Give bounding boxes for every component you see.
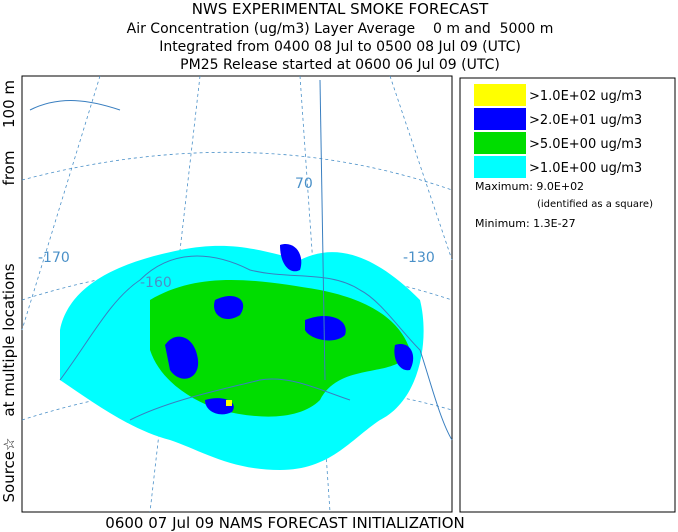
- side-label: Source☆: [0, 438, 18, 503]
- legend-swatch: [474, 132, 526, 154]
- subtitle: Air Concentration (ug/m3) Layer Average …: [127, 21, 554, 37]
- legend: Maximum: 9.0E+02 (identified as a square…: [459, 77, 676, 513]
- legend-swatch: [474, 156, 526, 178]
- side-label: 100 m: [0, 80, 18, 128]
- side-label: at multiple locations: [0, 263, 18, 416]
- legend-label: >1.0E+00 ug/m3: [529, 161, 642, 176]
- legend-swatch: [474, 84, 526, 106]
- smoke: [60, 244, 424, 470]
- subtitle: Integrated from 0400 08 Jul to 0500 08 J…: [159, 39, 521, 55]
- legend-label: >1.0E+02 ug/m3: [529, 89, 642, 104]
- minimum: Minimum: 1.3E-27: [475, 217, 576, 230]
- maximum-note: (identified as a square): [537, 199, 653, 210]
- maximum: Maximum: 9.0E+02: [475, 180, 584, 193]
- coastline: [29, 79, 453, 441]
- map-label: 70: [295, 176, 313, 192]
- map-label: -170: [38, 250, 70, 266]
- map-label: -130: [403, 250, 435, 266]
- map-label: -160: [140, 275, 172, 291]
- side-label: from: [0, 151, 18, 186]
- legend-label: >5.0E+00 ug/m3: [529, 137, 642, 152]
- legend-swatch: [474, 108, 526, 130]
- title: NWS EXPERIMENTAL SMOKE FORECAST: [192, 0, 489, 18]
- subtitle: PM25 Release started at 0600 06 Jul 09 (…: [180, 57, 500, 73]
- legend-label: >2.0E+01 ug/m3: [529, 113, 642, 128]
- footer: 0600 07 Jul 09 NAMS FORECAST INITIALIZAT…: [105, 514, 464, 532]
- map: -170 -160 70 -130: [21, 75, 453, 513]
